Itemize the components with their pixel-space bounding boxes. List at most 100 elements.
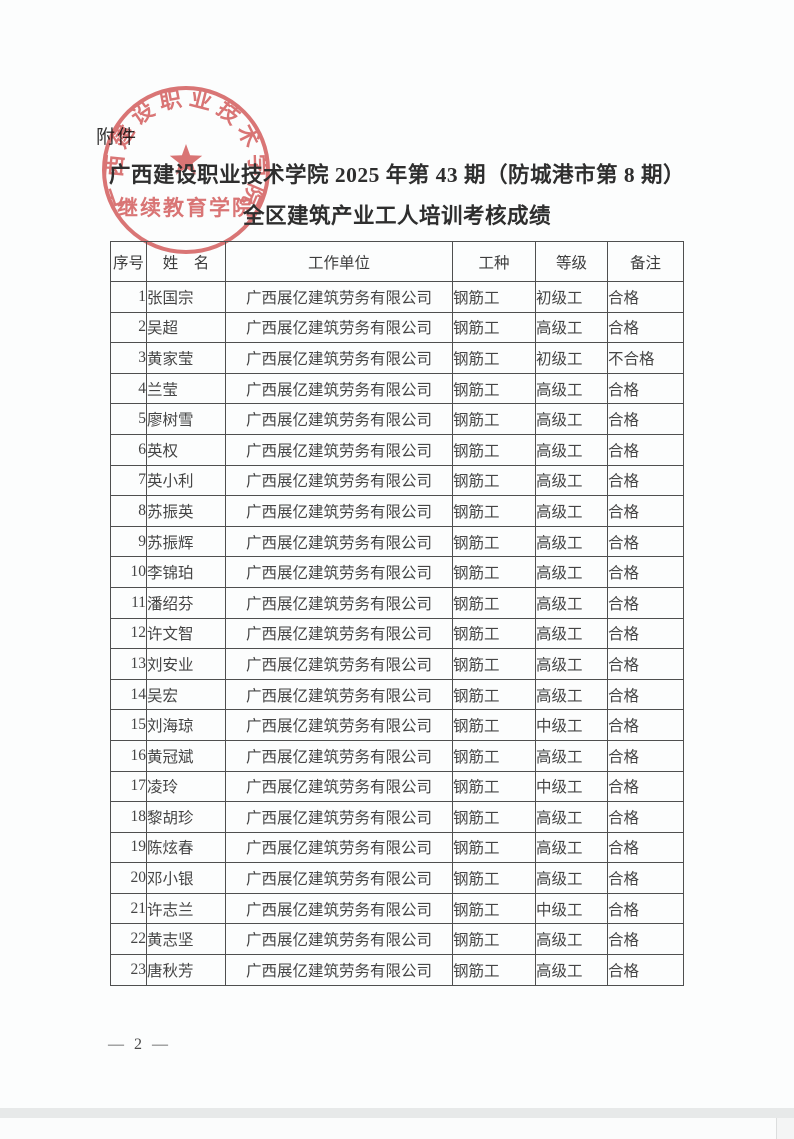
cell-remark: 合格 — [607, 556, 684, 588]
cell-remark: 合格 — [607, 372, 684, 405]
cell-name: 廖树雪 — [146, 403, 226, 435]
cell-index: 16 — [110, 739, 147, 772]
cell-index: 18 — [110, 801, 147, 833]
table-row: 9 苏振辉 广西展亿建筑劳务有限公司 钢筋工 高级工 合格 — [110, 525, 684, 558]
cell-employer: 广西展亿建筑劳务有限公司 — [225, 433, 453, 466]
cell-trade: 钢筋工 — [452, 617, 536, 650]
cell-remark: 合格 — [607, 648, 684, 680]
cell-grade: 高级工 — [535, 433, 608, 466]
table-row: 1 张国宗 广西展亿建筑劳务有限公司 钢筋工 初级工 合格 — [110, 281, 684, 313]
cell-employer: 广西展亿建筑劳务有限公司 — [225, 342, 453, 374]
cell-name: 刘海琼 — [146, 709, 226, 741]
cell-index: 6 — [110, 433, 147, 466]
table-row: 5 廖树雪 广西展亿建筑劳务有限公司 钢筋工 高级工 合格 — [110, 403, 684, 435]
table-row: 20 邓小银 广西展亿建筑劳务有限公司 钢筋工 高级工 合格 — [110, 862, 684, 894]
cell-employer: 广西展亿建筑劳务有限公司 — [225, 709, 453, 741]
table-row: 16 黄冠斌 广西展亿建筑劳务有限公司 钢筋工 高级工 合格 — [110, 739, 684, 772]
cell-grade: 初级工 — [535, 342, 608, 374]
document-title-line1: 广西建设职业技术学院 2025 年第 43 期（防城港市第 8 期） — [108, 163, 685, 187]
cell-trade: 钢筋工 — [452, 464, 536, 497]
cell-trade: 钢筋工 — [452, 678, 536, 711]
table-row: 13 刘安业 广西展亿建筑劳务有限公司 钢筋工 高级工 合格 — [110, 648, 684, 680]
cell-index: 19 — [110, 831, 147, 864]
page-number: — 2 — — [108, 1036, 171, 1053]
table-row: 22 黄志坚 广西展亿建筑劳务有限公司 钢筋工 高级工 合格 — [110, 923, 684, 956]
cell-name: 兰莹 — [146, 372, 226, 405]
column-header-trade: 工种 — [452, 241, 536, 282]
cell-index: 15 — [110, 709, 147, 741]
cell-trade: 钢筋工 — [452, 892, 536, 925]
column-header-name: 姓 名 — [146, 241, 226, 282]
cell-name: 刘安业 — [146, 648, 226, 680]
cell-trade: 钢筋工 — [452, 586, 536, 619]
table-row: 18 黎胡珍 广西展亿建筑劳务有限公司 钢筋工 高级工 合格 — [110, 801, 684, 833]
column-header-remark: 备注 — [607, 241, 684, 282]
cell-trade: 钢筋工 — [452, 831, 536, 864]
cell-trade: 钢筋工 — [452, 525, 536, 558]
cell-employer: 广西展亿建筑劳务有限公司 — [225, 801, 453, 833]
cell-employer: 广西展亿建筑劳务有限公司 — [225, 464, 453, 497]
cell-index: 10 — [110, 556, 147, 588]
cell-trade: 钢筋工 — [452, 739, 536, 772]
cell-grade: 中级工 — [535, 709, 608, 741]
cell-grade: 高级工 — [535, 372, 608, 405]
cell-trade: 钢筋工 — [452, 495, 536, 527]
cell-name: 英小利 — [146, 464, 226, 497]
cell-index: 7 — [110, 464, 147, 497]
cell-grade: 高级工 — [535, 464, 608, 497]
cell-index: 9 — [110, 525, 147, 558]
table-row: 4 兰莹 广西展亿建筑劳务有限公司 钢筋工 高级工 合格 — [110, 372, 684, 405]
cell-index: 12 — [110, 617, 147, 650]
cell-trade: 钢筋工 — [452, 862, 536, 894]
cell-name: 英权 — [146, 433, 226, 466]
cell-index: 17 — [110, 770, 147, 803]
cell-trade: 钢筋工 — [452, 403, 536, 435]
cell-grade: 高级工 — [535, 525, 608, 558]
cell-name: 许文智 — [146, 617, 226, 650]
table-row: 8 苏振英 广西展亿建筑劳务有限公司 钢筋工 高级工 合格 — [110, 495, 684, 527]
cell-trade: 钢筋工 — [452, 556, 536, 588]
cell-index: 20 — [110, 862, 147, 894]
cell-remark: 合格 — [607, 311, 684, 344]
cell-index: 4 — [110, 372, 147, 405]
cell-remark: 合格 — [607, 709, 684, 741]
table-row: 23 唐秋芳 广西展亿建筑劳务有限公司 钢筋工 高级工 合格 — [110, 954, 684, 986]
column-header-grade: 等级 — [535, 241, 608, 282]
document-page: 附件 广西建设职业技术学院 继续教育学院 广西建设职业技术学院 2025 年第 … — [96, 84, 685, 1053]
cell-name: 唐秋芳 — [146, 954, 226, 986]
cell-index: 2 — [110, 311, 147, 344]
cell-remark: 合格 — [607, 892, 684, 925]
cell-index: 14 — [110, 678, 147, 711]
table-row: 11 潘绍芬 广西展亿建筑劳务有限公司 钢筋工 高级工 合格 — [110, 586, 684, 619]
results-table-body: 1 张国宗 广西展亿建筑劳务有限公司 钢筋工 初级工 合格 2 吴超 广西展亿建筑劳务有限公司钢… — [110, 281, 684, 986]
cell-grade: 高级工 — [535, 648, 608, 680]
cell-name: 苏振英 — [146, 495, 226, 527]
cell-name: 黄家莹 — [146, 342, 226, 374]
cell-employer: 广西展亿建筑劳务有限公司 — [225, 862, 453, 894]
table-row: 21 许志兰 广西展亿建筑劳务有限公司 钢筋工 中级工 合格 — [110, 892, 684, 925]
cell-remark: 不合格 — [607, 342, 684, 374]
table-row: 10 李锦珀 广西展亿建筑劳务有限公司 钢筋工 高级工 合格 — [110, 556, 684, 588]
cell-employer: 广西展亿建筑劳务有限公司 — [225, 586, 453, 619]
cell-remark: 合格 — [607, 403, 684, 435]
cell-index: 21 — [110, 892, 147, 925]
cell-trade: 钢筋工 — [452, 954, 536, 986]
cell-grade: 高级工 — [535, 403, 608, 435]
cell-remark: 合格 — [607, 954, 684, 986]
cell-grade: 高级工 — [535, 586, 608, 619]
cell-employer: 广西展亿建筑劳务有限公司 — [225, 831, 453, 864]
cell-index: 8 — [110, 495, 147, 527]
table-row: 14 吴宏 广西展亿建筑劳务有限公司 钢筋工 高级工 合格 — [110, 678, 684, 711]
cell-name: 黄志坚 — [146, 923, 226, 956]
cell-remark: 合格 — [607, 801, 684, 833]
cell-name: 黎胡珍 — [146, 801, 226, 833]
cell-grade: 高级工 — [535, 617, 608, 650]
cell-grade: 高级工 — [535, 923, 608, 956]
cell-grade: 中级工 — [535, 770, 608, 803]
cell-remark: 合格 — [607, 678, 684, 711]
table-row: 6 英权 广西展亿建筑劳务有限公司 钢筋工 高级工 合格 — [110, 433, 684, 466]
cell-grade: 高级工 — [535, 495, 608, 527]
cell-trade: 钢筋工 — [452, 311, 536, 344]
cell-grade: 高级工 — [535, 801, 608, 833]
